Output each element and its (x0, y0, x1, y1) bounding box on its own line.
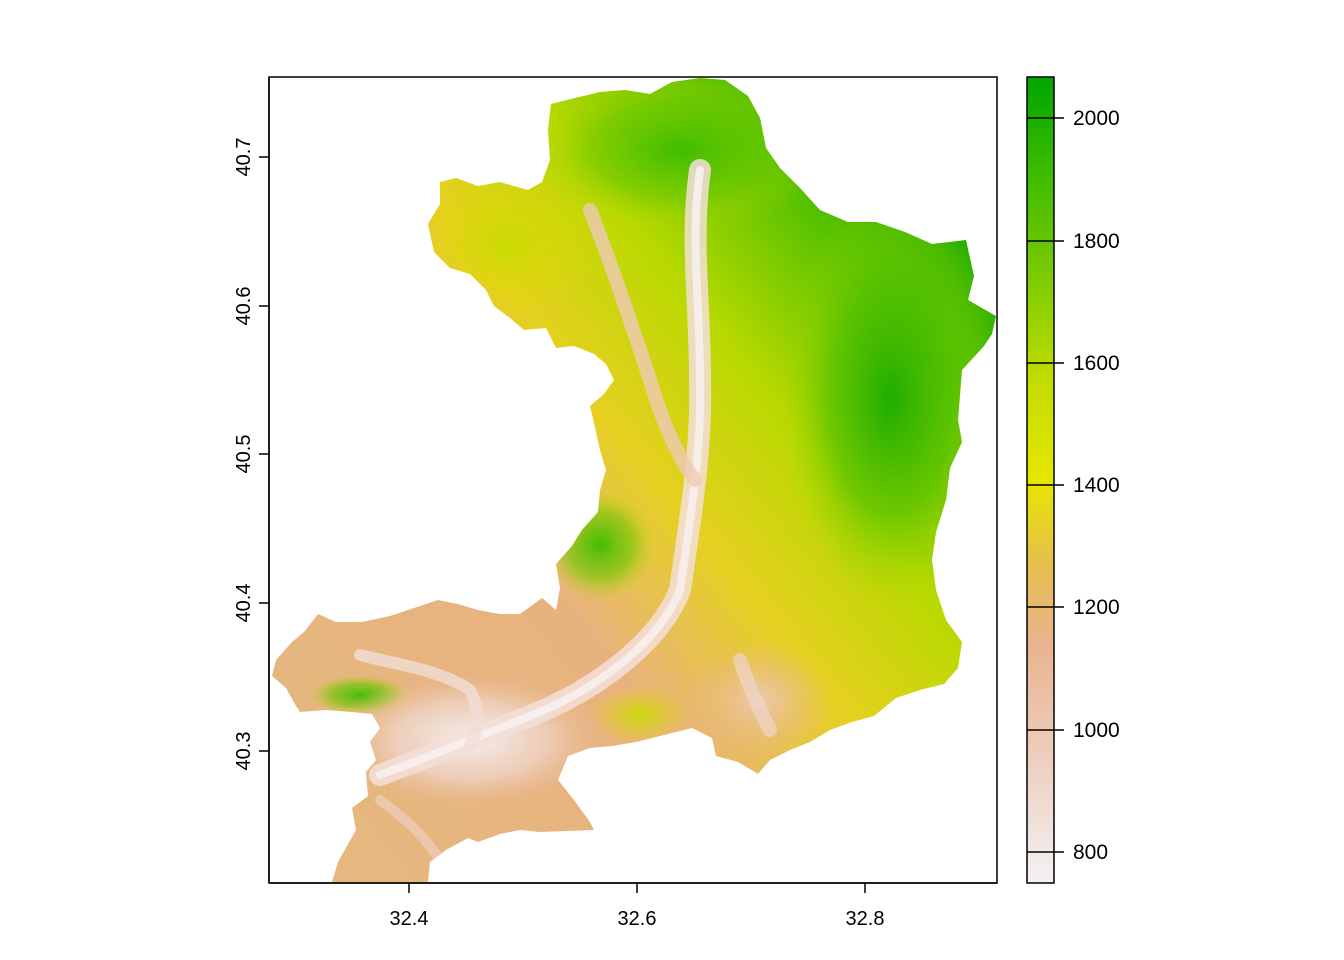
legend-tick-label: 1600 (1073, 352, 1120, 375)
legend-tick-label: 1000 (1073, 719, 1120, 742)
legend-tick-label: 2000 (1073, 107, 1120, 130)
y-axis: 40.3 40.4 40.5 40.6 40.7 (233, 77, 270, 883)
legend-tick-label: 1400 (1073, 474, 1120, 497)
legend-tick-label: 800 (1073, 841, 1108, 864)
legend-tick-label: 1800 (1073, 230, 1120, 253)
x-axis: 32.4 32.6 32.8 (269, 882, 997, 930)
color-legend: 800 1000 1200 1400 1600 1800 2000 (1026, 76, 1120, 884)
legend-tick-label: 1200 (1073, 596, 1120, 619)
y-tick-label: 40.5 (233, 435, 255, 474)
y-tick-label: 40.6 (233, 287, 255, 326)
y-tick-label: 40.4 (233, 584, 255, 623)
x-tick-label: 32.6 (618, 908, 657, 930)
legend-color-bar (1026, 76, 1055, 884)
y-tick-label: 40.7 (233, 138, 255, 177)
x-tick-label: 32.4 (390, 908, 429, 930)
y-tick-label: 40.3 (233, 732, 255, 771)
elevation-raster (272, 78, 996, 882)
x-tick-label: 32.8 (846, 908, 885, 930)
